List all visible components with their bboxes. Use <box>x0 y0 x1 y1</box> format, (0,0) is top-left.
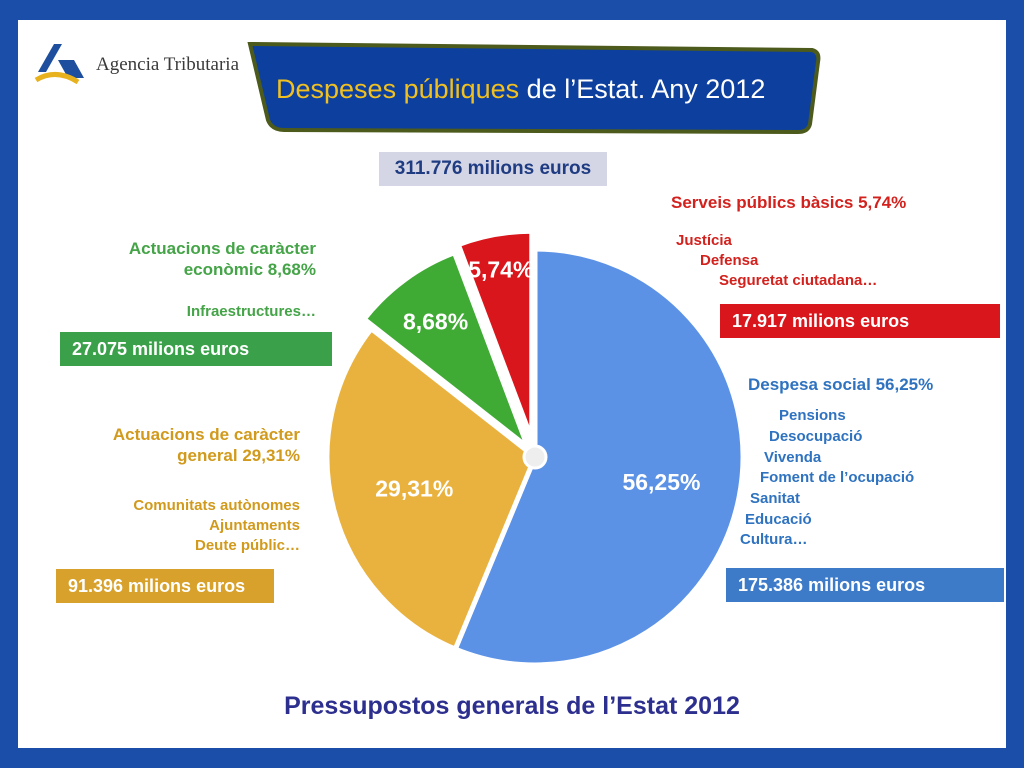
agencia-tributaria-logo: Agencia Tributaria <box>34 38 254 88</box>
social-category-title: Despesa social 56,25% <box>748 375 934 394</box>
title-rest: de l’Estat. Any 2012 <box>519 74 766 104</box>
list-item: Defensa <box>700 252 759 269</box>
list-item: Vivenda <box>764 449 822 466</box>
list-item: Comunitats autònomes <box>133 497 300 514</box>
slice-percent-label: 5,74% <box>468 256 533 282</box>
pie-slice <box>451 246 746 668</box>
page-title: Despeses públiques de l’Estat. Any 2012 <box>276 74 765 105</box>
logo-text: Agencia Tributaria <box>96 54 240 75</box>
basic-category-title: Serveis públics bàsics 5,74% <box>671 193 907 212</box>
general-items: Comunitats autònomes Ajuntaments Deute p… <box>133 496 300 556</box>
list-item: Cultura… <box>740 531 808 548</box>
economic-items: Infraestructures… <box>187 302 316 322</box>
list-item: Deute públic… <box>194 537 300 554</box>
economic-title-line: econòmic 8,68% <box>183 260 316 279</box>
general-title-line: Actuacions de caràcter <box>112 425 300 444</box>
list-item: Justícia <box>676 232 732 249</box>
slice-percent-label: 29,31% <box>375 476 453 502</box>
pie-slice <box>324 325 539 653</box>
general-amount-box: 91.396 milions euros <box>56 569 274 603</box>
economic-title-line: Actuacions de caràcter <box>128 239 316 258</box>
list-item: Sanitat <box>750 490 801 507</box>
list-item: Desocupació <box>769 428 863 445</box>
pie-slice <box>455 228 535 441</box>
list-item: Infraestructures… <box>186 303 316 320</box>
total-amount-box: 311.776 milions euros <box>379 152 607 186</box>
slice-percent-label: 56,25% <box>622 469 700 495</box>
pie-center-hub <box>522 444 548 470</box>
basic-amount-box: 17.917 milions euros <box>720 304 1000 338</box>
slice-percent-label: 8,68% <box>403 309 468 335</box>
pie-slice <box>360 249 534 455</box>
list-item: Seguretat ciutadana… <box>719 272 878 289</box>
list-item: Foment de l’ocupació <box>760 469 915 486</box>
general-title-line: general 29,31% <box>177 446 300 465</box>
slide: Agencia Tributaria Despeses públiques de… <box>18 20 1006 748</box>
pie-chart: 56,25% 29,31% 8,68% 5,74% <box>324 228 746 668</box>
economic-category-title: Actuacions de caràcter econòmic 8,68% <box>129 238 316 280</box>
general-category-title: Actuacions de caràcter general 29,31% <box>113 424 300 466</box>
agency-emblem-icon <box>34 44 84 85</box>
list-item: Educació <box>745 511 812 528</box>
social-amount-box: 175.386 milions euros <box>726 568 1004 602</box>
list-item: Pensions <box>779 407 846 424</box>
economic-amount-box: 27.075 milions euros <box>60 332 332 366</box>
chart-subtitle: Pressupostos generals de l’Estat 2012 <box>284 692 740 720</box>
title-banner: Despeses públiques de l’Estat. Any 2012 <box>244 40 824 136</box>
title-accent: Despeses públiques <box>276 74 520 104</box>
list-item: Ajuntaments <box>209 517 300 534</box>
